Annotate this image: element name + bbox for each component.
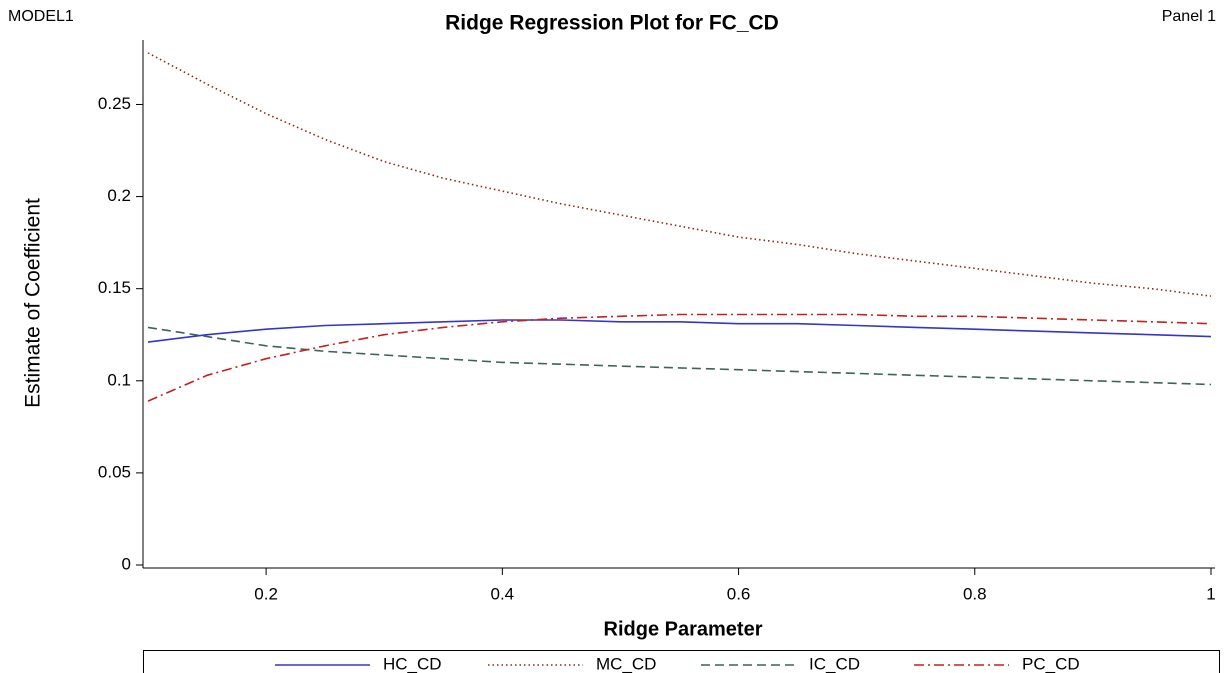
- header-right: Panel 1: [1162, 8, 1216, 25]
- series-line: [147, 326, 1212, 386]
- legend-label: PC_CD: [1022, 654, 1080, 673]
- y-axis-label: Estimate of Coefficient: [22, 198, 45, 408]
- x-tick-label: 0.4: [491, 584, 515, 603]
- series-line: [147, 313, 1212, 402]
- x-tick-label: 0.8: [963, 584, 987, 603]
- x-tick-label: 0.6: [727, 584, 751, 603]
- y-tick-label: 0.2: [107, 186, 131, 205]
- y-tick-label: 0.05: [98, 462, 131, 481]
- legend-label: IC_CD: [809, 654, 860, 673]
- chart-title: Ridge Regression Plot for FC_CD: [445, 12, 779, 35]
- header-left: MODEL1: [8, 8, 74, 25]
- y-tick-label: 0.25: [98, 94, 131, 113]
- y-tick-label: 0.15: [98, 278, 131, 297]
- x-axis-label: Ridge Parameter: [604, 618, 763, 640]
- y-tick-label: 0: [122, 554, 131, 573]
- x-tick-label: 1: [1206, 584, 1215, 603]
- series-line: [147, 52, 1212, 297]
- series-line: [147, 319, 1212, 343]
- y-tick-label: 0.1: [107, 370, 131, 389]
- legend-label: HC_CD: [383, 654, 442, 673]
- legend-box: [143, 650, 1220, 673]
- legend-label: MC_CD: [596, 654, 656, 673]
- x-tick-label: 0.2: [254, 584, 278, 603]
